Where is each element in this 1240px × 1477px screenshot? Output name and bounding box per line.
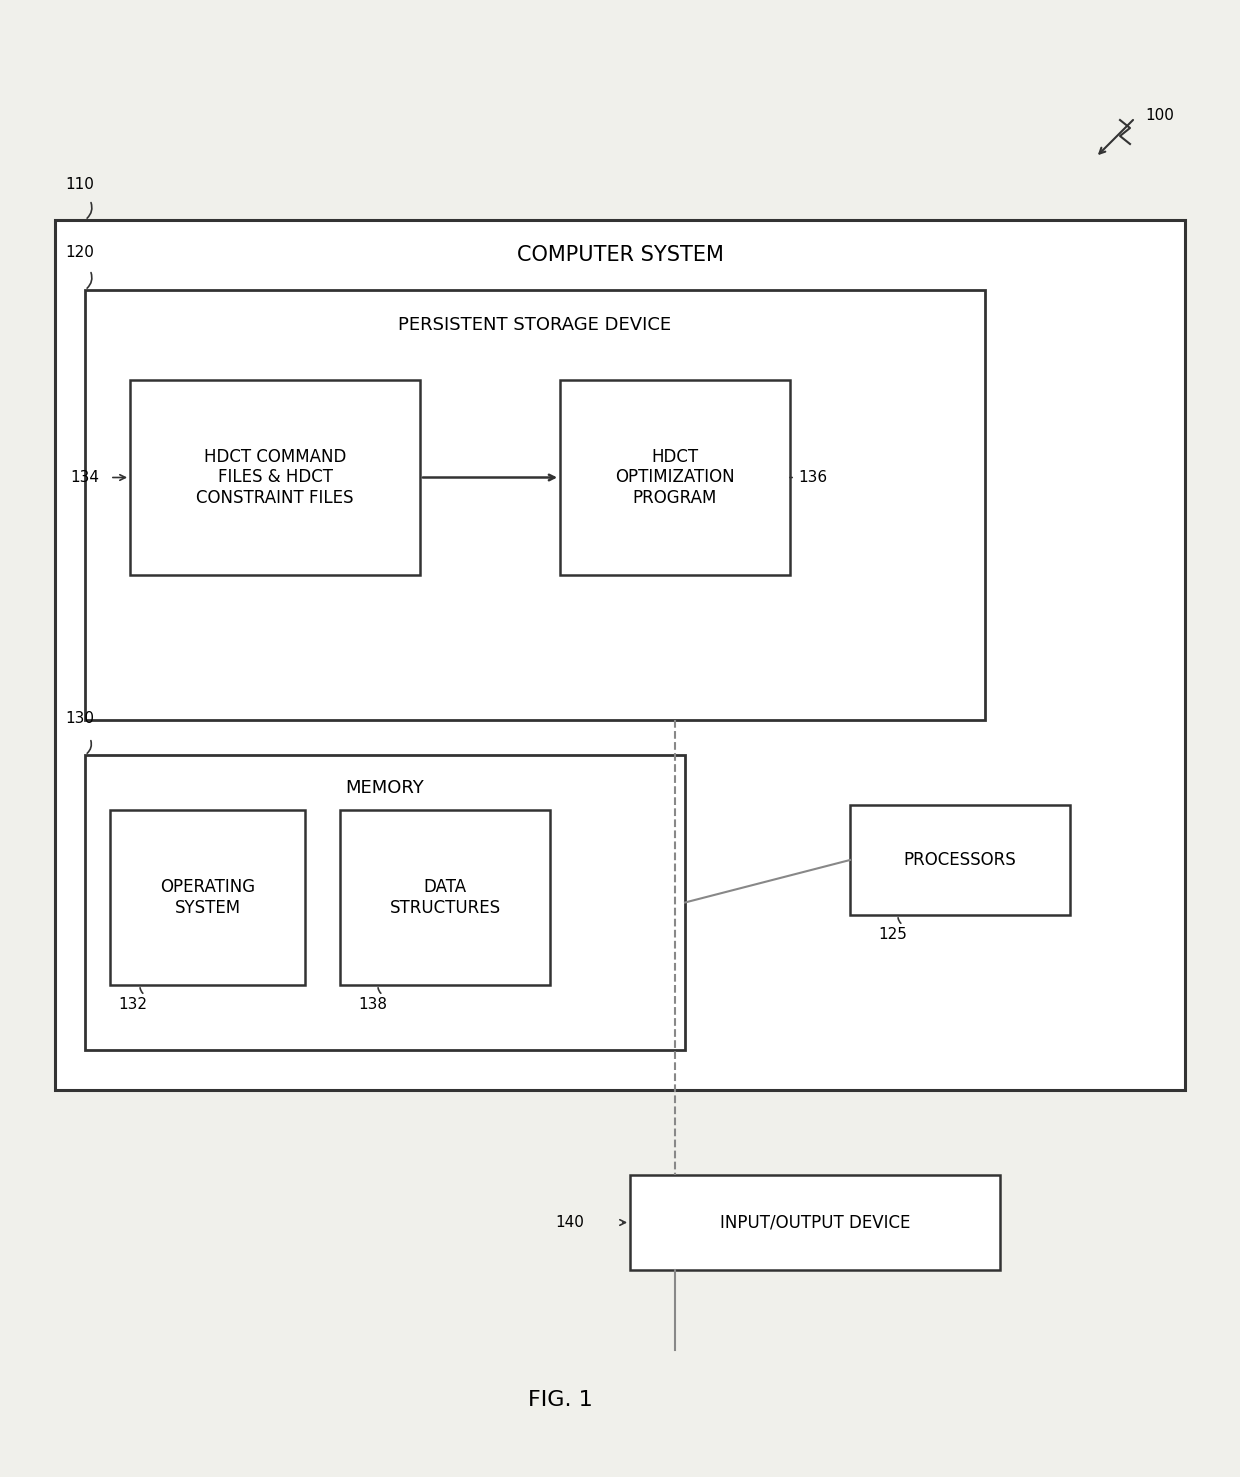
Text: PERSISTENT STORAGE DEVICE: PERSISTENT STORAGE DEVICE xyxy=(398,316,672,334)
Text: HDCT COMMAND
FILES & HDCT
CONSTRAINT FILES: HDCT COMMAND FILES & HDCT CONSTRAINT FIL… xyxy=(196,448,353,507)
Text: 130: 130 xyxy=(64,710,94,727)
Text: 140: 140 xyxy=(556,1216,584,1230)
Text: 120: 120 xyxy=(64,245,94,260)
Text: FIG. 1: FIG. 1 xyxy=(528,1390,593,1411)
Text: COMPUTER SYSTEM: COMPUTER SYSTEM xyxy=(517,245,723,264)
Text: INPUT/OUTPUT DEVICE: INPUT/OUTPUT DEVICE xyxy=(719,1214,910,1232)
Bar xyxy=(630,1176,999,1270)
Text: 136: 136 xyxy=(799,470,827,484)
Bar xyxy=(560,380,790,575)
Text: 100: 100 xyxy=(1145,108,1174,123)
Bar xyxy=(849,805,1070,914)
Bar xyxy=(340,809,551,985)
Text: MEMORY: MEMORY xyxy=(346,778,424,798)
Text: DATA
STRUCTURES: DATA STRUCTURES xyxy=(389,879,501,917)
Bar xyxy=(86,755,684,1050)
Text: HDCT
OPTIMIZATION
PROGRAM: HDCT OPTIMIZATION PROGRAM xyxy=(615,448,735,507)
Text: 132: 132 xyxy=(118,997,148,1012)
Bar xyxy=(86,289,985,719)
Text: 125: 125 xyxy=(878,928,906,942)
Text: 134: 134 xyxy=(69,470,99,484)
Bar xyxy=(130,380,420,575)
Bar xyxy=(55,220,1185,1090)
Text: 110: 110 xyxy=(64,177,94,192)
Text: OPERATING
SYSTEM: OPERATING SYSTEM xyxy=(160,879,255,917)
Bar xyxy=(110,809,305,985)
Text: 138: 138 xyxy=(358,997,387,1012)
Text: PROCESSORS: PROCESSORS xyxy=(904,851,1017,868)
